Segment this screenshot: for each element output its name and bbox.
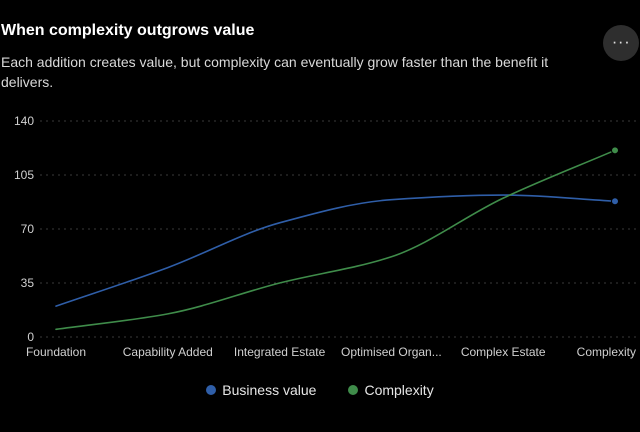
chart-subtitle: Each addition creates value, but complex… — [1, 54, 549, 90]
chart-title: When complexity outgrows value — [1, 22, 255, 39]
x-tick-label: Capability Added — [123, 345, 213, 359]
legend-item-complexity[interactable]: Complexity — [348, 382, 434, 398]
x-tick-label: Integrated Estate — [234, 345, 326, 359]
more-horizontal-icon: ··· — [611, 32, 631, 51]
y-tick-label: 105 — [14, 168, 34, 182]
more-options-button[interactable]: ··· — [603, 25, 639, 61]
x-tick-label: Complexity Ec — [577, 345, 640, 359]
series-layer — [55, 146, 619, 331]
legend-label-business-value: Business value — [222, 382, 317, 398]
y-tick-label: 0 — [27, 330, 34, 344]
y-axis: 0 35 70 105 140 — [14, 114, 34, 344]
x-tick-label: Complex Estate — [461, 345, 546, 359]
legend-item-business-value[interactable]: Business value — [206, 382, 316, 398]
legend: Business value Complexity — [0, 382, 640, 398]
x-tick-label: Optimised Organ... — [341, 345, 442, 359]
y-tick-label: 140 — [14, 114, 34, 128]
legend-marker-business-value — [206, 385, 217, 395]
y-tick-label: 70 — [21, 222, 35, 236]
data-point-business-value[interactable] — [611, 197, 619, 206]
series-line-complexity — [55, 149, 616, 331]
x-axis: Foundation Capability Added Integrated Est… — [26, 345, 640, 359]
data-point-complexity[interactable] — [611, 146, 619, 155]
legend-label-complexity: Complexity — [364, 382, 434, 398]
y-tick-label: 35 — [21, 276, 35, 290]
x-tick-label: Foundation — [26, 345, 86, 359]
legend-marker-complexity — [348, 385, 359, 395]
series-line-business-value — [55, 194, 616, 307]
grid-layer — [40, 120, 640, 338]
